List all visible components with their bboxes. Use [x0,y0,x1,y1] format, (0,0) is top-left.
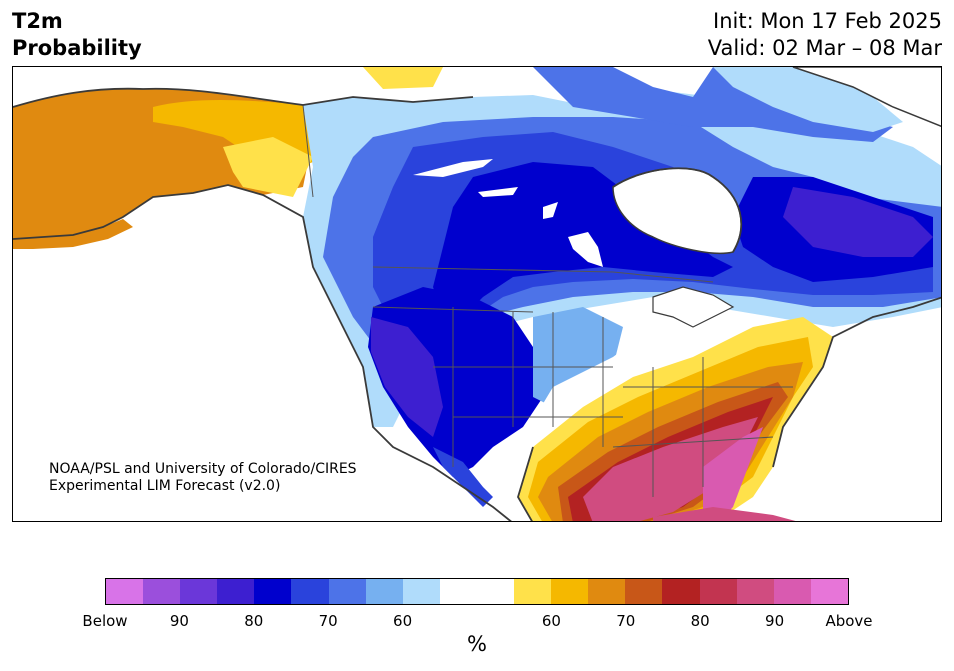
arctic-islands [533,67,893,142]
credit-line-1: NOAA/PSL and University of Colorado/CIRE… [49,461,357,477]
colorbar-segment [217,579,255,604]
aleutians [13,219,133,249]
florida-pink [703,427,763,521]
coastlines [13,87,941,521]
colorbar-segment [402,579,440,604]
colorbar-segment [476,579,515,604]
colorbar-segment [291,579,329,604]
title-line-1: T2m [12,9,63,33]
colorbar-tick-label: 80 [690,612,710,630]
colorbar-segment [625,579,663,604]
colorbar-segment [551,579,589,604]
title-line-2: Probability [12,36,142,60]
colorbar-tick-label: 80 [244,612,264,630]
colorbar-segment [662,579,700,604]
map-canvas [13,67,941,521]
great-slave-lake [413,159,493,177]
credit-line-2: Experimental LIM Forecast (v2.0) [49,478,281,494]
greenland-white [792,67,941,128]
colorbar-segment [736,579,774,604]
colorbar-ticks: Below 90 80 70 60 60 70 80 90 Above [0,612,954,632]
lake-winnipegosis [568,232,603,267]
colorbar-segment [439,579,477,604]
lake-athabasca [478,187,518,197]
colorbar-tick-label: 60 [541,612,561,630]
colorbar-tick-label: 90 [169,612,189,630]
lake-winnipeg [543,202,558,219]
admin-borders [302,104,793,497]
colorbar-segment [514,579,552,604]
baja-cold [433,447,493,507]
colorbar-segment [328,579,366,604]
colorbar-segment [180,579,218,604]
plains-transition [533,307,623,407]
colorbar-tick-label: 70 [616,612,636,630]
caribbean-pink [653,507,796,521]
colorbar-segment [699,579,737,604]
forecast-info: Init: Mon 17 Feb 2025 Valid: 02 Mar – 08… [708,8,942,62]
valid-range: Valid: 02 Mar – 08 Mar [707,36,942,60]
probability-map [12,66,942,522]
colorbar-tick-label: Above [825,612,873,630]
southeast-pink [583,417,758,521]
colorbar-segment [365,579,403,604]
arctic-islands-light [713,67,903,132]
colorbar-segment [106,579,144,604]
arctic-yellow-patch [363,67,443,89]
init-date: Init: Mon 17 Feb 2025 [713,9,942,33]
colorbar-segment [810,579,848,604]
west-us-purple [371,317,443,437]
colorbar [105,578,849,605]
colorbar-tick-label: 70 [318,612,338,630]
colorbar-unit: % [467,632,487,656]
labrador-purple [783,187,933,257]
great-lakes [652,286,735,328]
data-credit: NOAA/PSL and University of Colorado/CIRE… [49,461,357,495]
map-title: T2m Probability [12,8,142,62]
colorbar-tick-label: 90 [765,612,785,630]
colorbar-tick-label: Below [82,612,128,630]
yukon-light-yellow [223,137,313,197]
colorbar-segment [773,579,811,604]
colorbar-tick-label: 60 [393,612,413,630]
colorbar-segment [254,579,292,604]
colorbar-segment [143,579,181,604]
colorbar-segment [588,579,626,604]
